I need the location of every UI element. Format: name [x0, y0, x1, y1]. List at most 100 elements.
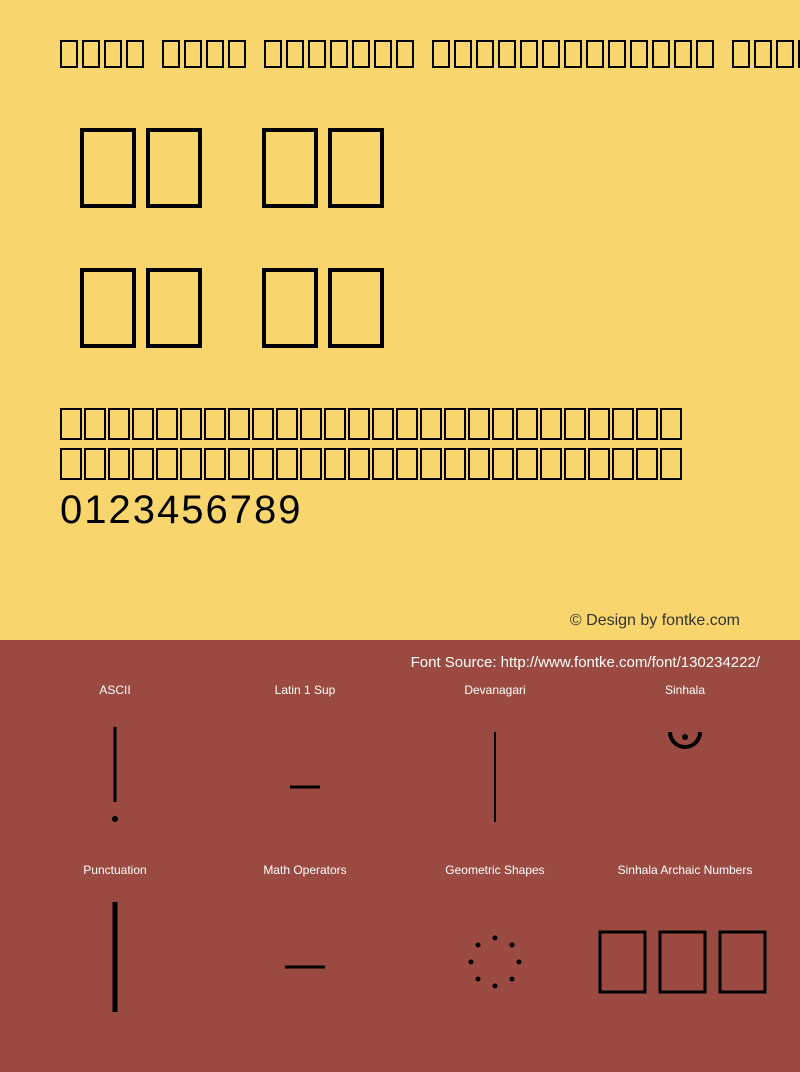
- glyph-box-small: [348, 408, 370, 440]
- glyph-box: [104, 40, 122, 68]
- glyph-box-small: [420, 408, 442, 440]
- category-label: Geometric Shapes: [400, 863, 590, 877]
- glyph-box: [60, 40, 78, 68]
- glyph-pair: [262, 128, 384, 208]
- category-cell[interactable]: Devanagari: [400, 683, 590, 863]
- glyph-box-small: [132, 408, 154, 440]
- glyph-box: [126, 40, 144, 68]
- glyph-box-small: [516, 448, 538, 480]
- glyph-box: [352, 40, 370, 68]
- char-row: [60, 408, 740, 440]
- glyph-box: [520, 40, 538, 68]
- glyph-box-small: [252, 448, 274, 480]
- glyph-box-small: [228, 448, 250, 480]
- char-row: [60, 448, 740, 480]
- glyph-box: [652, 40, 670, 68]
- glyph-box-small: [612, 408, 634, 440]
- glyph-box: [162, 40, 180, 68]
- glyph-box-small: [300, 408, 322, 440]
- glyph-box-small: [252, 408, 274, 440]
- category-cell[interactable]: Sinhala: [590, 683, 780, 863]
- glyph-box: [286, 40, 304, 68]
- font-source-url: Font Source: http://www.fontke.com/font/…: [0, 650, 800, 683]
- glyph-box-small: [396, 448, 418, 480]
- glyph-box: [696, 40, 714, 68]
- dotcircle-icon: [400, 897, 590, 1017]
- glyph-box-small: [612, 448, 634, 480]
- category-cell[interactable]: Math Operators: [210, 863, 400, 1043]
- glyph-box-small: [540, 448, 562, 480]
- glyph-box-small: [276, 448, 298, 480]
- category-cell[interactable]: Geometric Shapes: [400, 863, 590, 1043]
- glyph-box-small: [564, 408, 586, 440]
- category-grid: ASCIILatin 1 SupDevanagariSinhala Punctua…: [0, 683, 800, 1043]
- category-cell[interactable]: ASCII: [20, 683, 210, 863]
- big-glyph-grid: [80, 128, 740, 348]
- title-word: [732, 40, 800, 68]
- glyph-box-small: [180, 448, 202, 480]
- glyph-box-large: [328, 268, 384, 348]
- category-label: Sinhala: [590, 683, 780, 697]
- category-cell[interactable]: Punctuation: [20, 863, 210, 1043]
- threebox-icon: [590, 897, 780, 1017]
- glyph-box-small: [492, 408, 514, 440]
- big-glyph-row: [80, 268, 740, 348]
- glyph-box-small: [564, 448, 586, 480]
- char-sample-rows: [60, 408, 740, 480]
- category-label: ASCII: [20, 683, 210, 697]
- glyph-box-small: [348, 448, 370, 480]
- glyph-box-small: [324, 408, 346, 440]
- big-glyph-row: [80, 128, 740, 208]
- glyph-box-large: [262, 268, 318, 348]
- title-word: [60, 40, 144, 68]
- glyph-box-small: [636, 408, 658, 440]
- glyph-box: [754, 40, 772, 68]
- glyph-box: [228, 40, 246, 68]
- glyph-box: [454, 40, 472, 68]
- glyph-box: [308, 40, 326, 68]
- glyph-box: [206, 40, 224, 68]
- glyph-box-small: [84, 408, 106, 440]
- glyph-pair: [80, 268, 202, 348]
- glyph-box-small: [276, 408, 298, 440]
- glyph-box-small: [468, 408, 490, 440]
- glyph-box-small: [156, 408, 178, 440]
- glyph-box-small: [636, 448, 658, 480]
- glyph-box-large: [80, 268, 136, 348]
- glyph-box-small: [180, 408, 202, 440]
- glyph-box: [498, 40, 516, 68]
- glyph-pair: [80, 128, 202, 208]
- glyph-box: [396, 40, 414, 68]
- glyph-box-small: [660, 448, 682, 480]
- category-label: Devanagari: [400, 683, 590, 697]
- shortdash-icon: [210, 717, 400, 837]
- font-title: [60, 40, 740, 68]
- glyph-box-large: [146, 268, 202, 348]
- glyph-box: [630, 40, 648, 68]
- category-label: Sinhala Archaic Numbers: [590, 863, 780, 877]
- glyph-box: [732, 40, 750, 68]
- glyph-box-small: [468, 448, 490, 480]
- glyph-box: [586, 40, 604, 68]
- design-credit: © Design by fontke.com: [570, 612, 740, 630]
- glyph-box-small: [588, 408, 610, 440]
- glyph-box-small: [228, 408, 250, 440]
- glyph-box-small: [108, 448, 130, 480]
- glyph-box: [542, 40, 560, 68]
- category-cell[interactable]: Sinhala Archaic Numbers: [590, 863, 780, 1043]
- glyph-box-small: [492, 448, 514, 480]
- glyph-box: [776, 40, 794, 68]
- glyph-box-small: [132, 448, 154, 480]
- glyph-box: [674, 40, 692, 68]
- glyph-box-small: [84, 448, 106, 480]
- glyph-box-small: [204, 448, 226, 480]
- glyph-box-small: [204, 408, 226, 440]
- glyph-box: [432, 40, 450, 68]
- glyph-box: [476, 40, 494, 68]
- glyph-box-small: [60, 448, 82, 480]
- unicode-categories-panel: Font Source: http://www.fontke.com/font/…: [0, 640, 800, 1072]
- glyph-box-large: [146, 128, 202, 208]
- glyph-box-small: [420, 448, 442, 480]
- glyph-box-large: [262, 128, 318, 208]
- category-cell[interactable]: Latin 1 Sup: [210, 683, 400, 863]
